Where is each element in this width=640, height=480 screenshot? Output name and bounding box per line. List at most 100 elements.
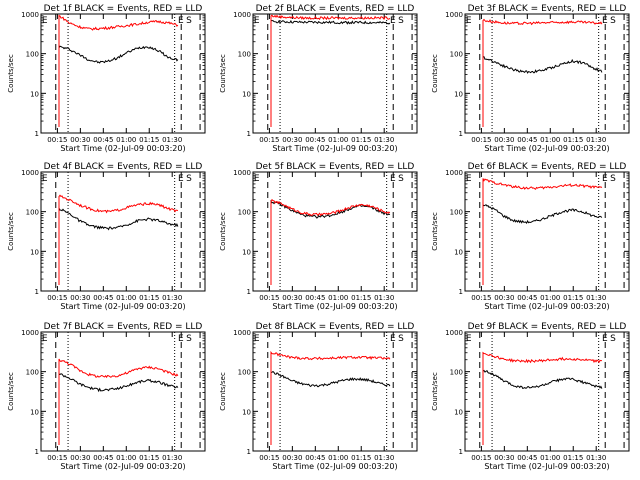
x-tick-label: 00:15 <box>259 136 279 144</box>
x-tick-label: 01:00 <box>328 294 348 302</box>
y-tick-label: 10 <box>242 408 251 416</box>
x-axis-label: Start Time (02-Jul-09 00:03:20) <box>272 462 397 471</box>
x-tick-label: 01:15 <box>351 454 371 462</box>
y-tick-label: 1 <box>35 448 39 456</box>
series-line-lld <box>482 178 603 285</box>
event-marker-label: S <box>610 174 616 184</box>
panel-det-3: Det 3f BLACK = Events, RED = LLD Counts/s… <box>431 4 630 153</box>
y-tick-label: 1 <box>35 130 39 138</box>
event-marker-label: E <box>42 334 48 344</box>
series-line-lld <box>482 351 602 445</box>
event-marker-label: E <box>178 174 184 184</box>
x-tick-label: 00:15 <box>259 454 279 462</box>
x-tick-label: 00:30 <box>70 136 90 144</box>
panel-det-8: Det 8f BLACK = Events, RED = LLD Counts/s… <box>219 322 418 471</box>
event-marker-label: E <box>466 174 472 184</box>
y-tick-label: 1000 <box>21 11 39 19</box>
event-marker-label: E <box>602 174 608 184</box>
x-tick-label: 01:30 <box>374 454 394 462</box>
y-tick-label: 10 <box>454 90 463 98</box>
event-marker-label: S <box>186 174 192 184</box>
x-tick-label: 00:15 <box>471 294 491 302</box>
x-tick-label: 01:30 <box>586 294 606 302</box>
y-tick-label: 100 <box>26 51 39 59</box>
y-tick-label: 1000 <box>21 329 39 337</box>
x-tick-label: 00:45 <box>517 294 537 302</box>
x-axis-label: Start Time (02-Jul-09 00:03:20) <box>60 462 185 471</box>
series-line-events <box>270 19 391 127</box>
x-tick-label: 00:45 <box>305 454 325 462</box>
x-tick-label: 01:15 <box>563 294 583 302</box>
x-tick-label: 01:15 <box>351 136 371 144</box>
y-tick-label: 10 <box>454 408 463 416</box>
panel-det-9: Det 9f BLACK = Events, RED = LLD Counts/s… <box>431 322 630 471</box>
y-axis-label: Counts/sec <box>7 212 15 251</box>
x-tick-label: 01:15 <box>563 136 583 144</box>
y-axis-label: Counts/sec <box>7 372 15 411</box>
x-tick-label: 01:15 <box>139 136 159 144</box>
event-marker-label: S <box>610 334 616 344</box>
event-marker-label: E <box>602 334 608 344</box>
y-tick-label: 10 <box>30 408 39 416</box>
plot-frame <box>40 13 206 134</box>
x-tick-label: 00:45 <box>517 136 537 144</box>
series-line-events <box>482 369 603 445</box>
event-marker-label: E <box>602 16 608 26</box>
x-tick-label: 00:45 <box>93 294 113 302</box>
panel-det-7: Det 7f BLACK = Events, RED = LLD Counts/s… <box>7 322 206 471</box>
series-line-events <box>482 203 603 285</box>
event-marker-label: E <box>42 16 48 26</box>
x-axis-label: Start Time (02-Jul-09 00:03:20) <box>60 302 185 311</box>
x-tick-label: 00:30 <box>282 294 302 302</box>
series-line-lld <box>58 194 179 285</box>
y-tick-label: 100 <box>26 209 39 217</box>
x-tick-label: 01:00 <box>116 454 136 462</box>
x-tick-label: 00:45 <box>305 294 325 302</box>
event-marker-label: E <box>42 174 48 184</box>
series-line-events <box>482 56 603 127</box>
y-tick-label: 10 <box>242 248 251 256</box>
y-tick-label: 1 <box>459 130 463 138</box>
x-tick-label: 01:00 <box>540 136 560 144</box>
y-tick-label: 1000 <box>233 169 251 177</box>
x-tick-label: 01:15 <box>139 294 159 302</box>
plot-frame <box>40 331 206 452</box>
x-tick-label: 00:30 <box>494 294 514 302</box>
x-tick-label: 01:15 <box>563 454 583 462</box>
x-tick-label: 00:30 <box>282 454 302 462</box>
series-line-events <box>58 373 179 445</box>
x-tick-label: 00:15 <box>47 454 67 462</box>
x-axis-label: Start Time (02-Jul-09 00:03:20) <box>272 302 397 311</box>
x-tick-label: 00:30 <box>494 454 514 462</box>
x-tick-label: 01:30 <box>586 454 606 462</box>
plot-frame <box>252 331 418 452</box>
plot-frame <box>252 13 418 134</box>
event-marker-label: S <box>398 334 404 344</box>
series-line-lld <box>58 358 179 445</box>
panel-det-6: Det 6f BLACK = Events, RED = LLD Counts/s… <box>431 162 630 311</box>
x-axis-label: Start Time (02-Jul-09 00:03:20) <box>484 462 609 471</box>
y-tick-label: 1000 <box>233 11 251 19</box>
series-line-lld <box>270 350 391 445</box>
x-tick-label: 01:00 <box>116 136 136 144</box>
x-tick-label: 00:15 <box>47 294 67 302</box>
chart-title: Det 4f BLACK = Events, RED = LLD <box>44 162 203 172</box>
series-line-events <box>58 207 179 285</box>
chart-title: Det 5f BLACK = Events, RED = LLD <box>256 162 415 172</box>
series-line-lld <box>270 14 391 127</box>
y-tick-label: 1 <box>35 288 39 296</box>
panel-det-5: Det 5f BLACK = Events, RED = LLD Counts/s… <box>219 162 418 311</box>
event-marker-label: S <box>186 16 192 26</box>
plot-frame <box>464 13 630 134</box>
chart-title: Det 1f BLACK = Events, RED = LLD <box>44 4 203 14</box>
y-tick-label: 1000 <box>445 11 463 19</box>
chart-title: Det 2f BLACK = Events, RED = LLD <box>256 4 415 14</box>
series-line-lld <box>270 198 391 285</box>
y-tick-label: 100 <box>450 209 463 217</box>
y-tick-label: 10 <box>242 90 251 98</box>
event-marker-label: E <box>466 334 472 344</box>
event-marker-label: E <box>254 174 260 184</box>
panel-det-1: Det 1f BLACK = Events, RED = LLD Counts/s… <box>7 4 206 153</box>
y-tick-label: 1000 <box>233 329 251 337</box>
